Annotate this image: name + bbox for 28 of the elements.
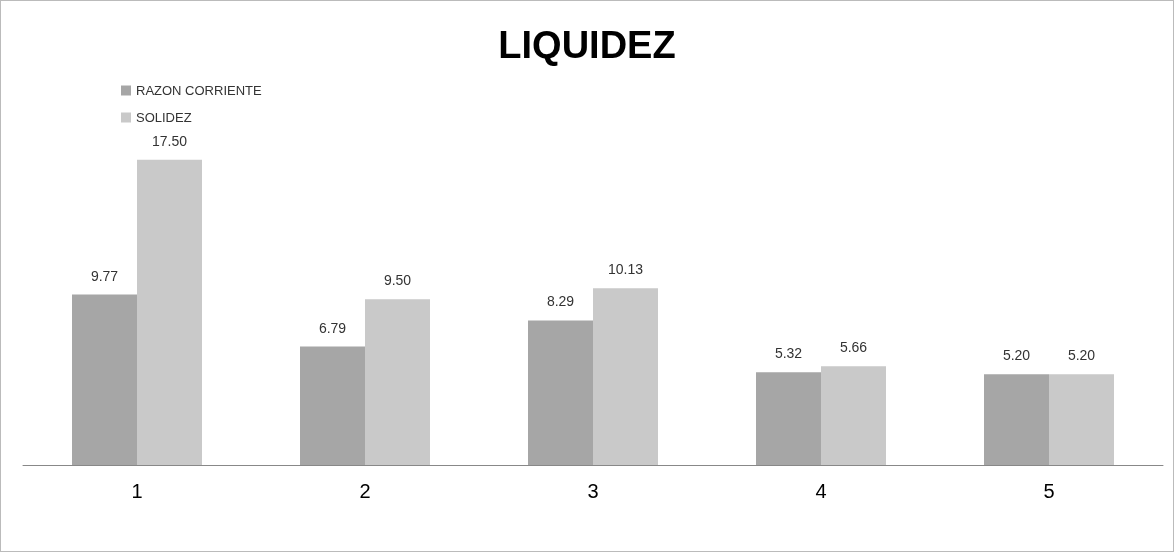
bar: [300, 346, 365, 465]
bar: [756, 372, 821, 465]
data-label: 5.32: [774, 345, 803, 362]
data-label: 10.13: [607, 261, 644, 278]
bar: [984, 374, 1049, 465]
x-tick-label: 5: [1043, 480, 1055, 502]
bar: [821, 366, 886, 465]
legend-label: RAZON CORRIENTE: [136, 83, 262, 98]
data-label: 5.20: [1002, 347, 1031, 364]
x-tick-label: 4: [815, 480, 827, 502]
data-label: 5.20: [1067, 347, 1096, 364]
data-label: 6.79: [318, 319, 347, 336]
bar: [593, 288, 658, 465]
x-tick-label: 1: [131, 480, 143, 502]
legend-label: SOLIDEZ: [136, 110, 192, 125]
x-tick-label: 3: [587, 480, 599, 502]
chart-title: LIQUIDEZ: [498, 24, 676, 66]
data-label: 9.77: [90, 267, 119, 284]
data-label: 9.50: [383, 272, 412, 289]
data-label: 17.50: [151, 132, 188, 149]
bar: [137, 159, 202, 465]
bar: [1049, 374, 1114, 465]
data-label: 8.29: [546, 293, 575, 310]
bar: [528, 320, 593, 465]
bar: [72, 294, 137, 465]
x-tick-label: 2: [359, 480, 371, 502]
bar: [365, 299, 430, 465]
data-label: 5.66: [839, 339, 868, 356]
